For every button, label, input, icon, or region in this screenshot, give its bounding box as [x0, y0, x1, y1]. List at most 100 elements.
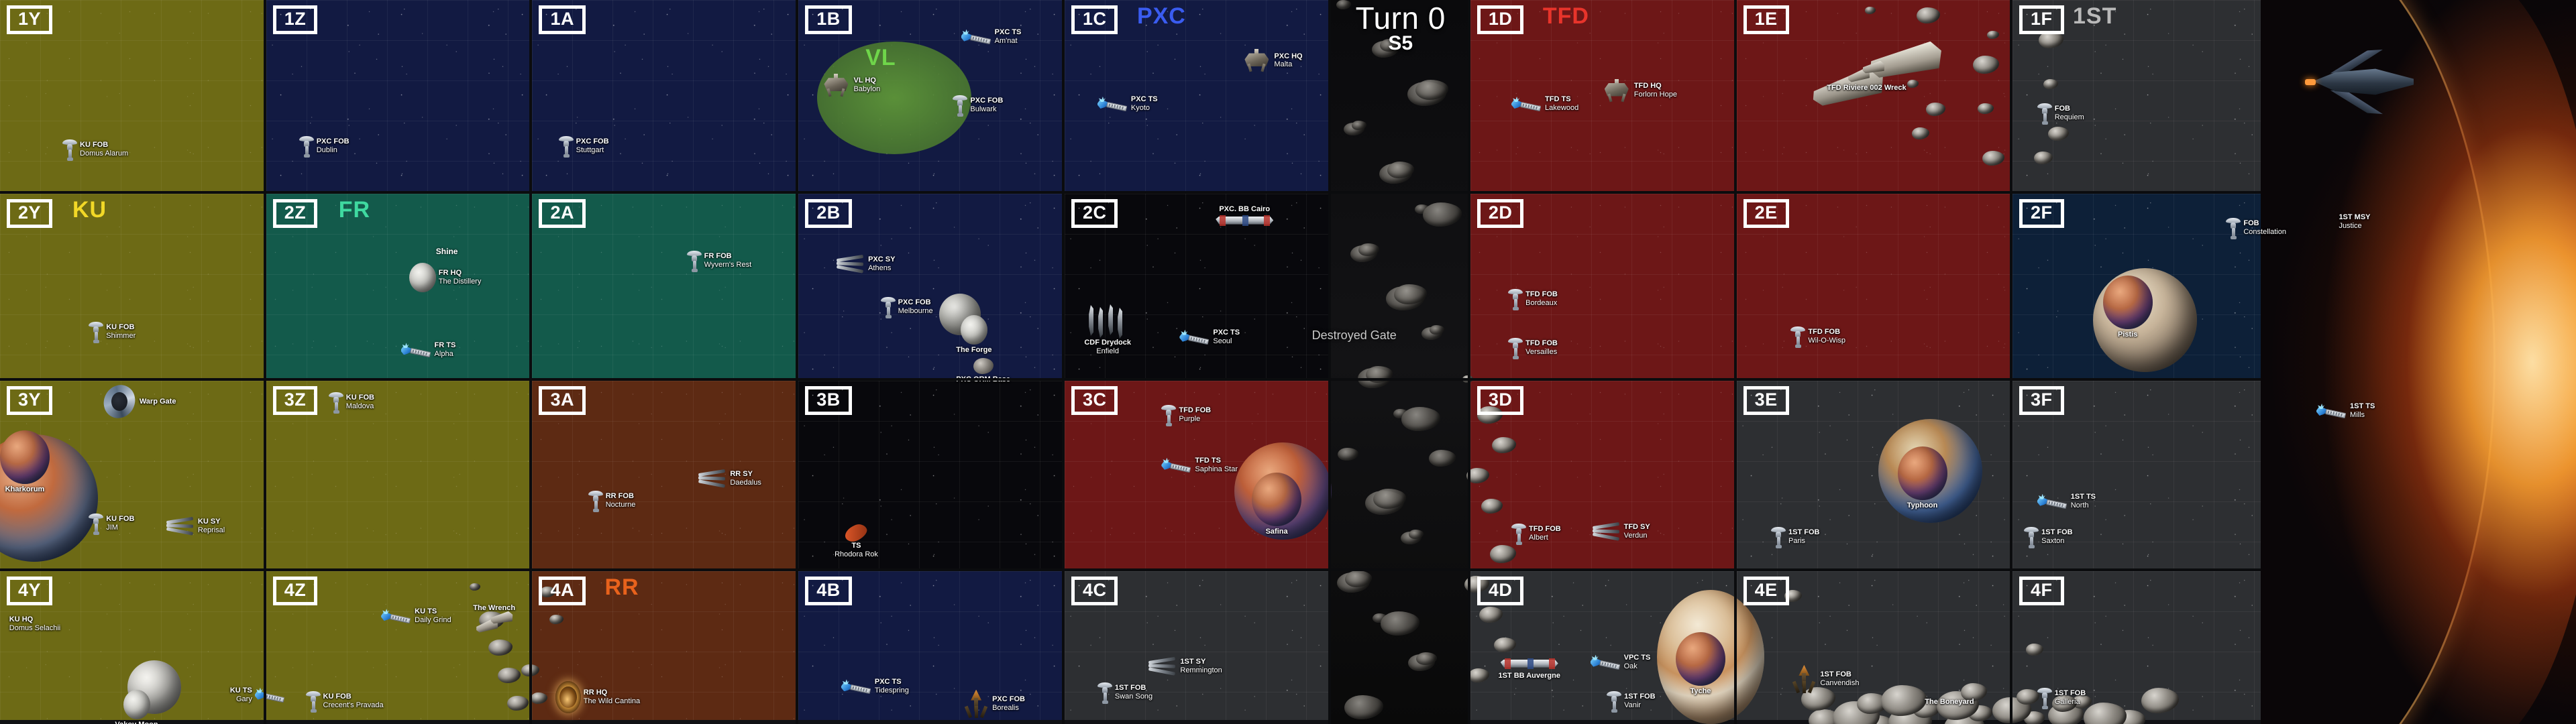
sector-4c[interactable]: 4C — [1064, 571, 1328, 720]
map-marker[interactable]: Kharkorum — [0, 430, 50, 494]
map-marker[interactable]: FOB Requiem — [2037, 102, 2084, 125]
marker-label-line2: Saxton — [2041, 536, 2065, 545]
sector-1z[interactable]: 1Z — [266, 0, 530, 191]
sector-2c[interactable]: 2C — [1064, 193, 1328, 379]
map-marker[interactable]: KU FOB JIM — [89, 512, 134, 536]
map-marker[interactable]: PXC FOB Dublin — [299, 135, 350, 158]
map-marker[interactable]: TFD FOB Bordeaux — [1508, 288, 1558, 310]
sector-1d[interactable]: 1D — [1470, 0, 1734, 191]
sector-2z[interactable]: 2Z — [266, 193, 530, 379]
sector-3a[interactable]: 3A — [532, 381, 796, 569]
map-marker[interactable]: PXC TS Kyoto — [1097, 95, 1158, 113]
map-marker[interactable]: KU TS Daily Grind — [381, 607, 451, 625]
sector-3b[interactable]: 3B — [798, 381, 1062, 569]
marker-label-line1: Kharkorum — [5, 485, 45, 493]
sector-1e[interactable]: 1E — [1736, 0, 2010, 191]
map-marker[interactable]: KU SY Reprisal — [164, 517, 225, 536]
map-marker[interactable]: Vakov Moon — [115, 689, 158, 724]
sector-2b[interactable]: 2B — [798, 193, 1062, 379]
map-marker[interactable]: PXC FOB Borealis — [963, 689, 1025, 718]
map-marker[interactable]: PXC TS Tidespring — [841, 678, 909, 695]
sector-4f[interactable]: 4F — [2012, 571, 2282, 720]
map-marker[interactable]: CDF Drydock Enfield — [1084, 304, 1131, 356]
map-marker[interactable]: 1ST FOB Galleria — [2037, 686, 2086, 709]
map-marker[interactable]: TFD TS Saphina Star — [1161, 457, 1238, 474]
asteroid — [1907, 80, 1919, 88]
map-marker[interactable]: TFD FOB Versailles — [1508, 337, 1558, 360]
map-marker[interactable]: PXC FOB Stuttgart — [558, 135, 609, 158]
map-marker[interactable]: 1ST TS Mills — [2316, 402, 2375, 420]
map-marker[interactable]: The Wrench — [473, 603, 515, 633]
map-marker[interactable]: The Boneyard — [1922, 698, 1974, 707]
map-marker[interactable]: TFD FOB Albert — [1511, 522, 1561, 545]
map-marker[interactable]: 1ST FOB Saxton — [2024, 526, 2073, 548]
sector-1b[interactable]: 1B — [798, 0, 1062, 191]
sector-4a[interactable]: 4A — [532, 571, 796, 720]
map-marker[interactable]: 1ST FOB Canvendish — [1790, 664, 1859, 694]
map-marker[interactable]: Typhoon — [1897, 446, 1947, 510]
map-marker[interactable]: PXC TS Am'nat — [961, 28, 1021, 46]
turn-number: Turn 0 — [1355, 1, 1446, 36]
map-marker[interactable]: KU FOB Crecent's Pravada — [305, 690, 384, 713]
map-marker[interactable]: 1ST FOB Paris — [1771, 526, 1819, 548]
map-marker[interactable]: PXC FOB Melbourne — [880, 296, 933, 318]
asteroid — [1415, 80, 1448, 100]
sector-1a[interactable]: 1A — [532, 0, 796, 191]
marker-label-line2: Am'nat — [994, 36, 1018, 45]
sector-2a[interactable]: 2A — [532, 193, 796, 379]
map-marker[interactable]: PXC. BB Cairo — [1216, 204, 1274, 227]
map-marker[interactable]: PXC SY Athens — [835, 254, 895, 274]
map-marker[interactable]: KU HQ Domus Selachii — [7, 615, 60, 633]
sector-1f[interactable]: 1F — [2012, 0, 2282, 191]
sector-1c[interactable]: 1C — [1064, 0, 1328, 191]
map-marker[interactable]: RR HQ The Wild Cantina — [555, 681, 640, 714]
sector-3z[interactable]: 3Z — [266, 381, 530, 569]
map-marker[interactable]: KU FOB Shimmer — [89, 320, 136, 343]
map-marker[interactable]: KU FOB Domus Alarum — [62, 138, 128, 161]
map-marker[interactable]: RR SY Daedalus — [696, 469, 761, 489]
sector-4b[interactable]: 4B — [798, 571, 1062, 720]
map-marker[interactable]: Tyche — [1675, 631, 1725, 696]
sector-1y[interactable]: 1Y — [0, 0, 264, 191]
map-marker[interactable]: RR FOB Nocturne — [588, 489, 635, 512]
map-marker[interactable]: TFD TS Lakewood — [1511, 95, 1578, 113]
map-marker[interactable]: FR HQ The Distillery Shine — [409, 247, 481, 292]
map-marker[interactable]: KU TS Gary — [230, 686, 286, 704]
map-marker[interactable]: TS Rhodora Rok — [835, 520, 878, 559]
sector-3e[interactable]: 3E — [1736, 381, 2010, 569]
map-marker[interactable]: TFD SY Verdun — [1591, 522, 1650, 541]
map-marker[interactable]: TFD Riviere 002 Wreck — [1827, 62, 1907, 93]
map-marker[interactable]: FOB Constellation — [2226, 217, 2286, 240]
map-marker[interactable]: 1ST MSY Justice — [2336, 213, 2370, 231]
sector-2e[interactable]: 2E — [1736, 193, 2010, 379]
map-marker[interactable]: Pistis — [2102, 276, 2153, 339]
map-marker[interactable]: PXC TS Seoul — [1179, 328, 1240, 346]
marker-label-line2: Kyoto — [1130, 104, 1150, 112]
capital-ship-justice[interactable] — [2305, 67, 2427, 127]
map-marker[interactable]: KU FOB Maldova — [328, 391, 374, 414]
map-marker[interactable]: 1ST FOB Vanir — [1607, 690, 1656, 713]
map-marker[interactable]: FR FOB Wyvern's Rest — [686, 249, 751, 273]
asteroid — [1466, 468, 1489, 483]
asteroid — [1409, 530, 1424, 539]
map-marker[interactable]: TFD FOB Wil-O-Wisp — [1790, 325, 1845, 348]
map-marker[interactable]: TFD HQ Forlorn Hope — [1602, 78, 1677, 102]
map-marker[interactable]: 1ST FOB Swan Song — [1097, 681, 1152, 705]
sector-3f[interactable]: 3F — [2012, 381, 2282, 569]
map-marker[interactable]: TFD FOB Purple — [1161, 404, 1211, 427]
map-marker[interactable]: VPC TS Oak — [1590, 654, 1650, 671]
map-marker[interactable]: FR TS Alpha — [400, 341, 455, 359]
map-marker[interactable]: 1ST SY Remmington — [1146, 656, 1222, 676]
map-marker[interactable]: Warp Gate — [100, 381, 176, 423]
map-marker[interactable]: Safina — [1252, 473, 1302, 536]
marker-label-line1: PXC TS — [1130, 95, 1158, 104]
map-marker[interactable]: PXC HQ Malta — [1242, 49, 1303, 72]
map-marker[interactable]: PXC FOB Bulwark — [953, 94, 1003, 117]
map-marker[interactable]: 1ST TS North — [2037, 493, 2096, 510]
asteroid — [1336, 0, 1351, 9]
map-marker[interactable]: The Forge — [956, 315, 991, 355]
sector-2y[interactable]: 2Y — [0, 193, 264, 379]
map-marker[interactable]: VL HQ Babylon — [821, 74, 880, 97]
map-marker[interactable]: 1ST BB Auvergne — [1498, 657, 1560, 680]
